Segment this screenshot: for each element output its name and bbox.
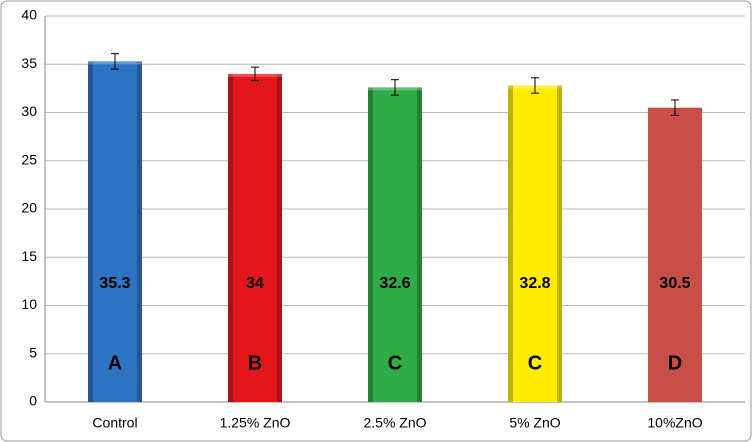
- bar-shade-right: [137, 61, 142, 402]
- bar-shade-left: [368, 87, 373, 402]
- value-label: 34: [246, 275, 264, 292]
- y-tick-label: 30: [21, 103, 37, 119]
- bar-shade-right: [417, 87, 422, 402]
- y-tick-label: 25: [21, 151, 37, 167]
- bar: [88, 61, 142, 402]
- bar-shade-left: [88, 61, 93, 402]
- bar-shade-left: [228, 73, 233, 403]
- value-label: 30.5: [659, 275, 690, 292]
- x-tick-label: Control: [92, 415, 137, 431]
- y-tick-label: 0: [29, 393, 37, 409]
- value-label: 35.3: [99, 275, 130, 292]
- letter-label: A: [108, 352, 122, 374]
- y-tick-label: 20: [21, 200, 37, 216]
- letter-label: B: [248, 352, 262, 374]
- bar-shade-left: [508, 85, 513, 402]
- x-tick-label: 5% ZnO: [509, 415, 560, 431]
- y-tick-label: 5: [29, 344, 37, 360]
- bar: [228, 73, 282, 403]
- bar: [368, 87, 422, 402]
- letter-label: C: [528, 352, 542, 374]
- x-tick-label: 2.5% ZnO: [363, 415, 426, 431]
- y-tick-label: 40: [21, 7, 37, 23]
- letter-label: C: [388, 352, 402, 374]
- bar-shade-right: [557, 85, 562, 402]
- y-tick-label: 10: [21, 296, 37, 312]
- x-tick-label: 10%ZnO: [647, 415, 702, 431]
- y-tick-label: 15: [21, 248, 37, 264]
- value-label: 32.8: [519, 275, 550, 292]
- bar: [508, 85, 562, 402]
- letter-label: D: [668, 352, 682, 374]
- bar: [648, 107, 702, 403]
- x-tick-label: 1.25% ZnO: [220, 415, 291, 431]
- y-tick-label: 35: [21, 55, 37, 71]
- value-label: 32.6: [379, 275, 410, 292]
- bar-shade-right: [277, 73, 282, 403]
